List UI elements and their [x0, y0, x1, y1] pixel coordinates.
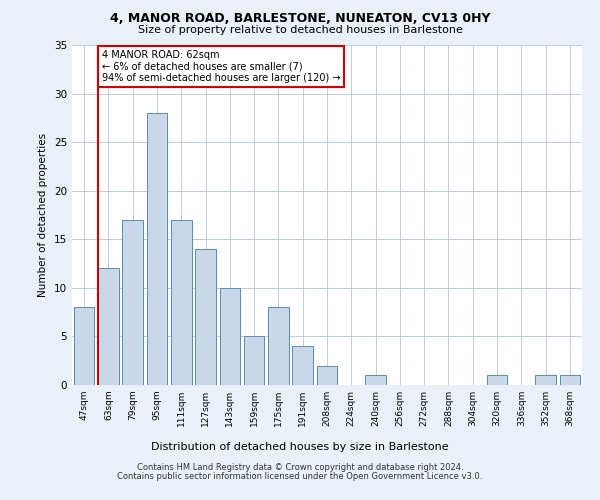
Bar — [220, 288, 240, 385]
Text: Distribution of detached houses by size in Barlestone: Distribution of detached houses by size … — [151, 442, 449, 452]
Text: 4 MANOR ROAD: 62sqm
← 6% of detached houses are smaller (7)
94% of semi-detached: 4 MANOR ROAD: 62sqm ← 6% of detached hou… — [102, 50, 340, 83]
Bar — [195, 249, 216, 385]
Bar — [487, 376, 508, 385]
Bar — [74, 308, 94, 385]
Bar — [560, 376, 580, 385]
Bar — [98, 268, 119, 385]
Y-axis label: Number of detached properties: Number of detached properties — [38, 133, 49, 297]
Bar — [535, 376, 556, 385]
Bar — [317, 366, 337, 385]
Text: Contains HM Land Registry data © Crown copyright and database right 2024.: Contains HM Land Registry data © Crown c… — [137, 464, 463, 472]
Bar — [365, 376, 386, 385]
Bar — [146, 113, 167, 385]
Bar — [244, 336, 265, 385]
Bar — [268, 308, 289, 385]
Text: Contains public sector information licensed under the Open Government Licence v3: Contains public sector information licen… — [118, 472, 482, 481]
Bar — [122, 220, 143, 385]
Bar — [171, 220, 191, 385]
Bar — [292, 346, 313, 385]
Text: 4, MANOR ROAD, BARLESTONE, NUNEATON, CV13 0HY: 4, MANOR ROAD, BARLESTONE, NUNEATON, CV1… — [110, 12, 490, 26]
Text: Size of property relative to detached houses in Barlestone: Size of property relative to detached ho… — [137, 25, 463, 35]
